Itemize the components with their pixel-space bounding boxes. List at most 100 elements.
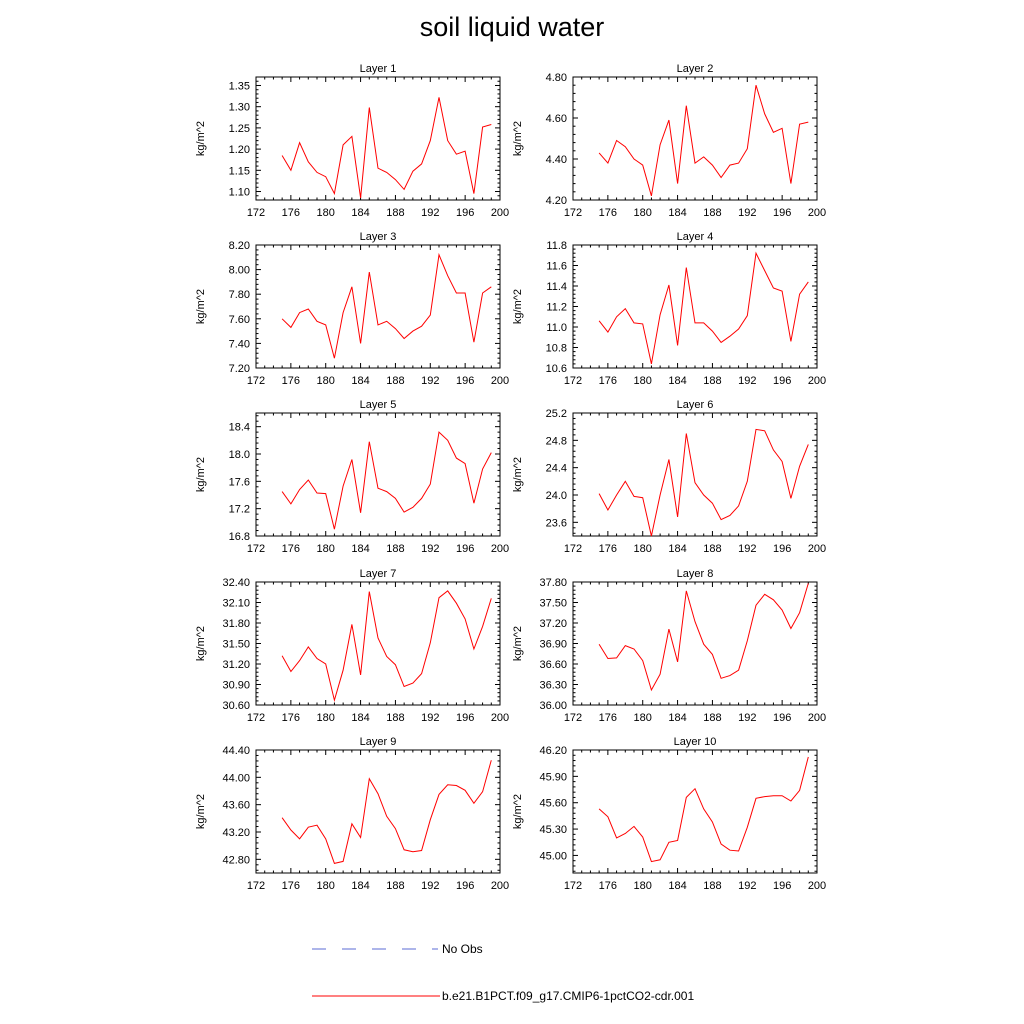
y-tick-label: 1.30 (229, 102, 250, 114)
x-tick-label: 172 (564, 207, 582, 219)
panel-title: Layer 2 (677, 63, 714, 75)
legend-no-obs-label: No Obs (442, 942, 483, 956)
y-axis-label: kg/m^2 (195, 289, 207, 324)
y-tick-label: 45.60 (539, 798, 567, 810)
legend-no-obs-swatch (312, 948, 438, 950)
x-tick-label: 172 (247, 207, 265, 219)
x-tick-label: 184 (351, 543, 369, 555)
y-tick-label: 23.6 (546, 517, 567, 529)
x-tick-label: 192 (738, 375, 756, 387)
plot-frame (572, 749, 818, 874)
panel-layer-5: Layer 5 172 176 180 184 188 192 196 200 16.8 17.2 1… (195, 399, 509, 555)
y-axis-label: kg/m^2 (195, 121, 207, 156)
plot-frame (255, 244, 501, 369)
y-tick-label: 4.60 (546, 113, 567, 125)
y-tick-label: 1.15 (229, 165, 250, 177)
x-tick-label: 196 (773, 880, 791, 892)
y-tick-label: 43.60 (222, 800, 250, 812)
x-tick-label: 176 (282, 375, 300, 387)
series-line (598, 251, 809, 365)
x-tick-label: 196 (773, 543, 791, 555)
x-tick-label: 188 (386, 543, 404, 555)
x-tick-label: 192 (738, 543, 756, 555)
x-tick-label: 180 (634, 207, 652, 219)
panel-layer-4: Layer 4 172 176 180 184 188 192 196 200 10.6 10.8 1… (512, 231, 826, 387)
x-tick-label: 180 (634, 375, 652, 387)
panel-title: Layer 7 (360, 568, 397, 580)
y-tick-label: 10.6 (546, 363, 567, 375)
series-line (281, 431, 492, 530)
x-tick-label: 200 (808, 543, 826, 555)
y-tick-label: 18.4 (229, 422, 250, 434)
y-tick-label: 11.4 (546, 281, 567, 293)
y-tick-label: 36.00 (539, 700, 567, 712)
y-tick-label: 11.8 (546, 240, 567, 252)
y-tick-label: 31.50 (222, 639, 250, 651)
panel-layer-6: Layer 6 172 176 180 184 188 192 196 200 23.6 24.0 2… (512, 399, 826, 555)
x-tick-label: 184 (668, 543, 686, 555)
series-line (598, 85, 809, 197)
x-tick-label: 196 (773, 207, 791, 219)
plot-frame (255, 412, 501, 537)
y-tick-label: 36.90 (539, 639, 567, 651)
x-tick-label: 200 (808, 207, 826, 219)
y-axis-label: kg/m^2 (195, 457, 207, 492)
y-tick-label: 24.4 (546, 463, 567, 475)
x-tick-label: 176 (599, 712, 617, 724)
x-tick-label: 180 (634, 543, 652, 555)
y-tick-label: 8.00 (229, 265, 250, 277)
y-tick-label: 1.25 (229, 123, 250, 135)
panel-title: Layer 1 (360, 63, 397, 75)
y-tick-label: 45.00 (539, 850, 567, 862)
y-tick-label: 44.40 (222, 745, 250, 757)
plot-frame (572, 581, 818, 706)
x-tick-label: 196 (456, 375, 474, 387)
x-tick-label: 188 (386, 880, 404, 892)
x-tick-label: 188 (703, 543, 721, 555)
y-tick-label: 24.8 (546, 435, 567, 447)
panel-layer-7: Layer 7 172 176 180 184 188 192 196 200 30.60 30.9… (195, 568, 509, 724)
x-tick-label: 176 (282, 880, 300, 892)
series-line (598, 756, 809, 863)
y-tick-label: 36.30 (539, 680, 567, 692)
x-tick-label: 180 (317, 880, 335, 892)
figure-title: soil liquid water (419, 12, 605, 42)
x-tick-label: 180 (317, 543, 335, 555)
panel-title: Layer 9 (360, 736, 397, 748)
x-tick-label: 192 (421, 207, 439, 219)
y-tick-label: 31.80 (222, 618, 250, 630)
y-tick-label: 37.20 (539, 618, 567, 630)
y-axis-label: kg/m^2 (195, 626, 207, 661)
x-tick-label: 188 (703, 207, 721, 219)
series-line (281, 252, 492, 359)
panel-layer-9: Layer 9 172 176 180 184 188 192 196 200 42.80 43.2… (195, 736, 509, 892)
x-tick-label: 184 (668, 375, 686, 387)
panel-layer-2: Layer 2 172 176 180 184 188 192 196 200 4.20 4.40 4… (512, 63, 826, 219)
x-tick-label: 180 (634, 880, 652, 892)
series-line (598, 583, 809, 692)
x-tick-label: 172 (564, 712, 582, 724)
x-tick-label: 172 (564, 543, 582, 555)
x-tick-label: 200 (491, 543, 509, 555)
panel-layer-3: Layer 3 172 176 180 184 188 192 196 200 7.20 7.40 7… (195, 231, 509, 387)
series-line (281, 97, 492, 198)
x-tick-label: 184 (668, 712, 686, 724)
x-tick-label: 200 (491, 375, 509, 387)
y-tick-label: 17.2 (229, 504, 250, 516)
y-axis-label: kg/m^2 (512, 794, 524, 829)
x-tick-label: 180 (634, 712, 652, 724)
x-tick-label: 192 (421, 880, 439, 892)
x-tick-label: 184 (351, 375, 369, 387)
x-tick-label: 172 (247, 712, 265, 724)
x-tick-label: 188 (703, 712, 721, 724)
y-tick-label: 30.90 (222, 680, 250, 692)
x-tick-label: 196 (456, 543, 474, 555)
x-tick-label: 172 (247, 880, 265, 892)
panel-layer-1: Layer 1 172 176 180 184 188 192 196 200 1.10 1.15 1… (195, 63, 509, 219)
x-tick-label: 172 (564, 880, 582, 892)
panel-title: Layer 5 (360, 399, 397, 411)
y-tick-label: 45.30 (539, 824, 567, 836)
x-tick-label: 176 (599, 880, 617, 892)
x-tick-label: 180 (317, 375, 335, 387)
y-tick-label: 25.2 (546, 408, 567, 420)
